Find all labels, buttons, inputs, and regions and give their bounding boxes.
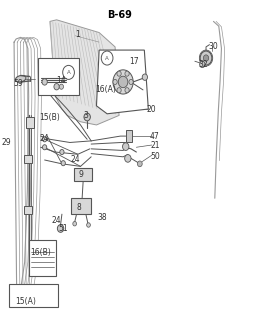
Circle shape — [123, 143, 129, 150]
Text: 9: 9 — [78, 170, 83, 179]
Circle shape — [101, 51, 113, 65]
Text: 14: 14 — [56, 76, 65, 85]
Circle shape — [125, 155, 131, 162]
Text: 17: 17 — [129, 57, 139, 66]
FancyBboxPatch shape — [38, 58, 79, 95]
Polygon shape — [96, 50, 148, 114]
Text: 24: 24 — [52, 216, 61, 225]
FancyBboxPatch shape — [71, 198, 91, 214]
Text: 15(A): 15(A) — [16, 297, 36, 306]
Circle shape — [125, 71, 129, 76]
Text: 15(B): 15(B) — [40, 113, 60, 122]
FancyBboxPatch shape — [9, 284, 58, 307]
Circle shape — [129, 79, 133, 84]
Text: 51: 51 — [58, 224, 68, 233]
Text: 47: 47 — [150, 132, 160, 140]
Ellipse shape — [15, 76, 26, 82]
FancyBboxPatch shape — [26, 117, 34, 128]
Circle shape — [73, 221, 76, 226]
Text: 20: 20 — [146, 105, 156, 114]
Circle shape — [125, 88, 129, 93]
Circle shape — [63, 65, 75, 79]
Circle shape — [42, 79, 47, 85]
Text: 38: 38 — [97, 213, 107, 222]
Text: 8: 8 — [77, 203, 82, 212]
Circle shape — [59, 84, 63, 89]
FancyBboxPatch shape — [74, 168, 93, 181]
Text: 50: 50 — [150, 152, 160, 161]
Text: 59: 59 — [13, 79, 23, 88]
Circle shape — [142, 74, 147, 80]
Circle shape — [113, 70, 133, 94]
Circle shape — [42, 145, 47, 150]
FancyBboxPatch shape — [126, 130, 132, 142]
Text: 24: 24 — [40, 134, 49, 143]
Circle shape — [87, 223, 90, 227]
FancyBboxPatch shape — [29, 240, 56, 276]
Circle shape — [60, 149, 64, 155]
Circle shape — [200, 51, 212, 65]
Circle shape — [117, 88, 121, 93]
Text: 16(A): 16(A) — [95, 85, 116, 94]
Circle shape — [61, 161, 65, 166]
Text: A: A — [105, 56, 109, 60]
Text: 30: 30 — [209, 42, 218, 52]
Text: 1: 1 — [76, 30, 80, 39]
Text: 3: 3 — [83, 111, 88, 120]
Circle shape — [203, 55, 209, 61]
Polygon shape — [50, 20, 119, 125]
Text: 29: 29 — [1, 138, 11, 147]
Circle shape — [58, 225, 64, 232]
Text: 32: 32 — [198, 60, 208, 69]
Circle shape — [137, 161, 142, 167]
Circle shape — [117, 71, 121, 76]
FancyBboxPatch shape — [24, 206, 32, 214]
Circle shape — [84, 113, 90, 121]
Text: A: A — [67, 70, 70, 75]
Circle shape — [200, 61, 205, 68]
Circle shape — [113, 79, 117, 84]
Text: 21: 21 — [150, 141, 160, 150]
Text: 24: 24 — [70, 155, 80, 164]
Circle shape — [54, 84, 59, 90]
Circle shape — [42, 137, 47, 142]
Text: 16(B): 16(B) — [30, 248, 51, 257]
Text: B-69: B-69 — [107, 10, 131, 20]
FancyBboxPatch shape — [24, 155, 32, 163]
Circle shape — [118, 76, 128, 88]
